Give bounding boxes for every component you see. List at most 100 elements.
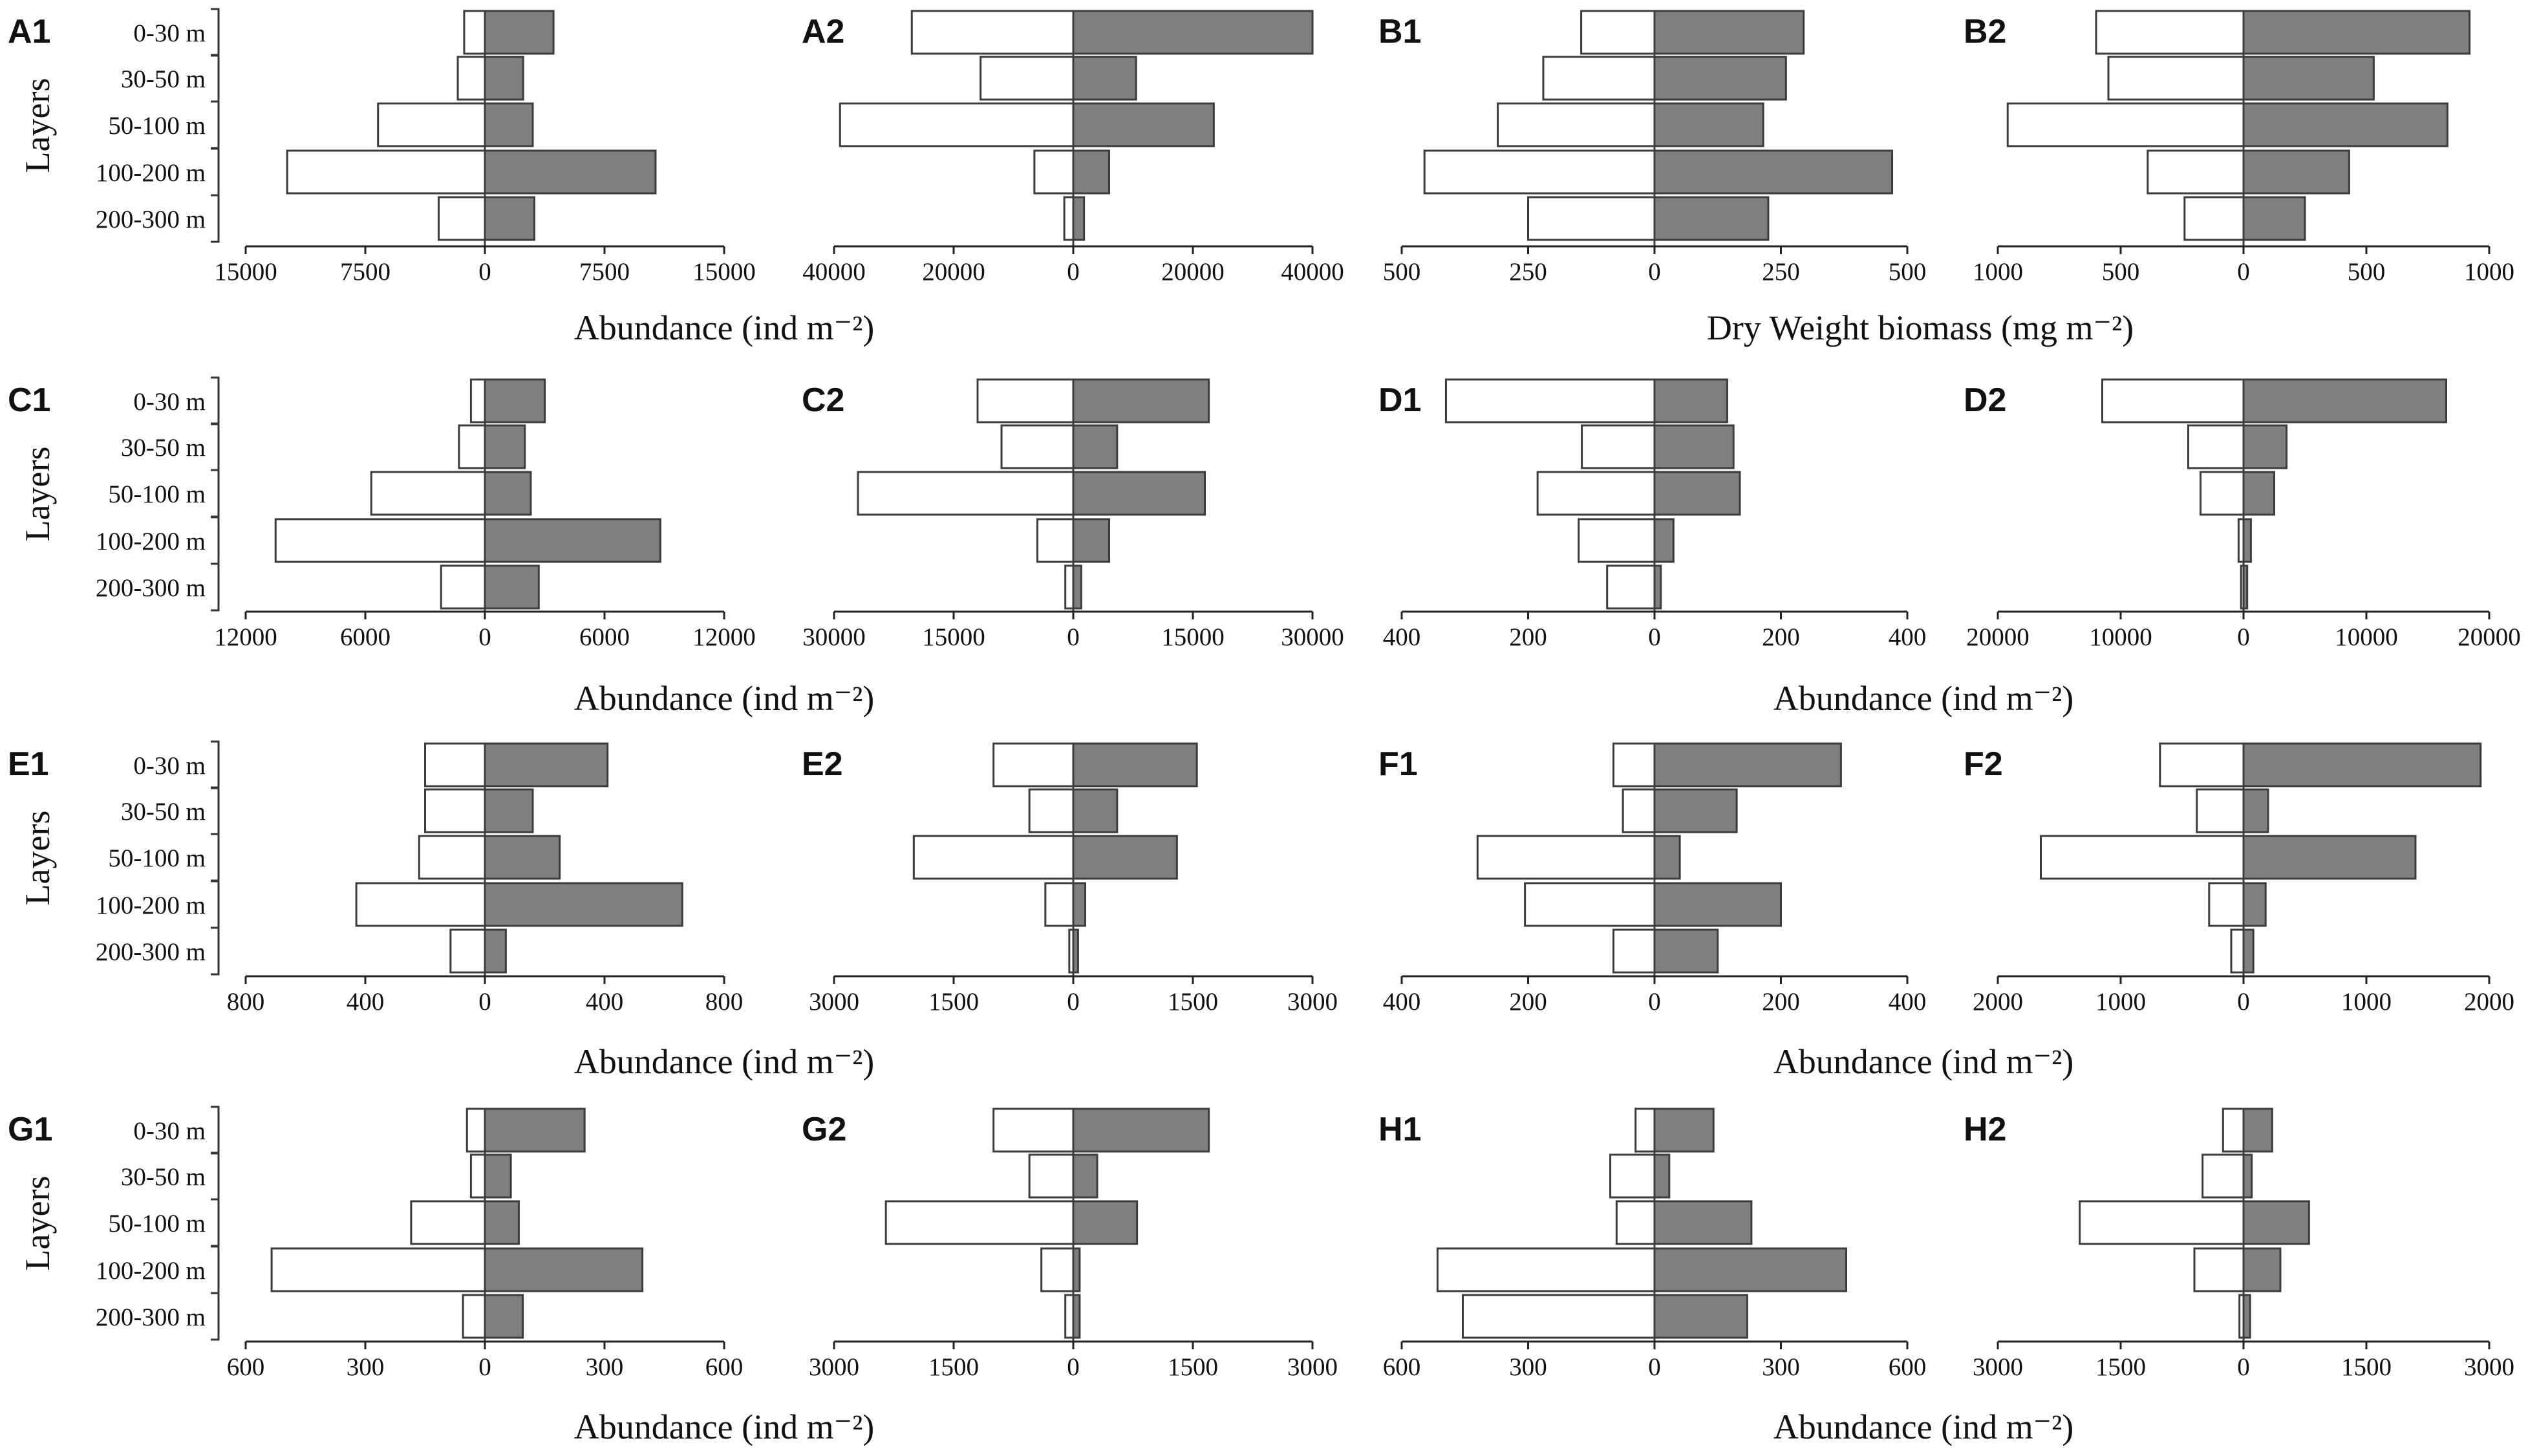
tick-label-g2-4: 1500: [1168, 1353, 1218, 1381]
bar-filled-c1-3: [484, 471, 532, 516]
tick-label-d2-5: 20000: [2458, 623, 2521, 651]
bar-filled-d1-2: [1653, 424, 1735, 469]
bar-open-c2-5: [1064, 564, 1075, 610]
bar-open-g2-4: [1040, 1247, 1075, 1292]
tick-label-f2-4: 1000: [2341, 988, 2392, 1016]
bar-open-g1-5: [462, 1294, 486, 1339]
tick-label-g1-1: 600: [227, 1353, 265, 1381]
bar-open-f1-3: [1476, 835, 1656, 880]
layer-label-3-1: 0-30 m: [133, 752, 206, 780]
tick-label-e1-5: 800: [705, 988, 744, 1016]
bar-filled-g2-2: [1072, 1153, 1098, 1199]
bar-filled-b2-3: [2242, 102, 2448, 147]
bar-filled-f1-1: [1653, 742, 1842, 787]
panel-label-h2: H2: [1964, 1111, 2006, 1148]
bar-filled-g2-1: [1072, 1108, 1210, 1153]
tick-label-g2-1: 3000: [809, 1353, 859, 1381]
layer-bracket-1-5: [211, 194, 220, 243]
bar-filled-h2-1: [2242, 1108, 2273, 1153]
tick-label-c2-1: 30000: [802, 623, 866, 651]
panel-label-e1: E1: [8, 745, 49, 783]
layer-label-1-1: 0-30 m: [133, 19, 206, 47]
panel-label-d1: D1: [1378, 381, 1421, 419]
layer-label-2-5: 200-300 m: [96, 574, 206, 602]
bar-filled-h2-3: [2242, 1200, 2310, 1245]
tick-label-h1-5: 600: [1889, 1353, 1927, 1381]
panel-label-a2: A2: [802, 13, 844, 50]
bar-open-b1-3: [1497, 102, 1656, 147]
bar-filled-c2-2: [1072, 424, 1119, 469]
x-axis-title-row1-right: Dry Weight biomass (mg m⁻²): [1707, 308, 2134, 347]
x-axis-title-row4-left: Abundance (ind m⁻²): [574, 1408, 875, 1446]
tick-label-b1-4: 250: [1762, 258, 1800, 286]
bar-open-e2-1: [992, 742, 1075, 787]
layer-bracket-4-1: [211, 1106, 220, 1155]
x-axis-title-row1-left: Abundance (ind m⁻²): [574, 308, 875, 347]
bar-filled-b1-1: [1653, 10, 1805, 55]
tick-label-d1-3: 0: [1648, 623, 1661, 651]
bar-open-h1-2: [1609, 1153, 1656, 1199]
tick-label-b1-3: 0: [1648, 258, 1661, 286]
bar-filled-e2-3: [1072, 835, 1178, 880]
bar-open-h2-2: [2201, 1153, 2245, 1199]
bar-filled-f1-4: [1653, 882, 1782, 927]
tick-label-d1-1: 400: [1383, 623, 1421, 651]
bar-filled-a1-2: [484, 56, 524, 101]
bar-open-c1-2: [458, 424, 486, 469]
bar-open-e1-5: [449, 928, 486, 974]
bar-filled-e2-1: [1072, 742, 1198, 787]
tick-label-c1-5: 12000: [692, 623, 756, 651]
bar-open-d1-5: [1606, 564, 1656, 610]
bar-open-b2-3: [2006, 102, 2245, 147]
layer-bracket-3-4: [211, 880, 220, 929]
bar-open-f2-5: [2230, 928, 2245, 974]
bar-open-e1-2: [424, 788, 486, 833]
bar-open-a2-5: [1063, 196, 1075, 241]
layer-bracket-3-3: [211, 833, 220, 882]
bar-open-b2-4: [2147, 149, 2245, 195]
layer-bracket-4-2: [211, 1151, 220, 1201]
bar-open-c2-2: [1000, 424, 1075, 469]
layer-bracket-2-5: [211, 562, 220, 612]
layer-bracket-4-5: [211, 1292, 220, 1341]
bar-filled-g1-5: [484, 1294, 524, 1339]
layer-label-3-3: 50-100 m: [108, 844, 206, 872]
bar-filled-f2-4: [2242, 882, 2267, 927]
tick-label-h1-4: 300: [1762, 1353, 1800, 1381]
bar-open-a1-1: [463, 10, 486, 55]
layer-bracket-3-5: [211, 926, 220, 976]
bar-filled-a1-1: [484, 10, 555, 55]
bar-open-b2-1: [2095, 10, 2245, 55]
layer-label-2-4: 100-200 m: [96, 528, 206, 555]
tick-label-f1-5: 400: [1889, 988, 1927, 1016]
bar-open-g2-3: [884, 1200, 1075, 1245]
bar-filled-b2-5: [2242, 196, 2306, 241]
bar-open-f2-1: [2159, 742, 2245, 787]
x-axis-title-row3-left: Abundance (ind m⁻²): [574, 1042, 875, 1081]
layer-bracket-3-1: [211, 740, 220, 789]
layer-label-4-4: 100-200 m: [96, 1257, 206, 1285]
tick-label-h1-2: 300: [1509, 1353, 1547, 1381]
bar-open-e1-3: [418, 835, 486, 880]
bar-open-g1-1: [466, 1108, 486, 1153]
tick-label-a2-1: 40000: [802, 258, 866, 286]
bar-open-g1-3: [410, 1200, 486, 1245]
panel-label-c2: C2: [802, 381, 844, 419]
layer-bracket-2-3: [211, 469, 220, 518]
layer-label-4-1: 0-30 m: [133, 1117, 206, 1145]
bar-open-b2-5: [2183, 196, 2245, 241]
bar-filled-e1-2: [484, 788, 534, 833]
bar-open-c2-3: [857, 471, 1075, 516]
bar-filled-a2-2: [1072, 56, 1137, 101]
tick-label-b2-4: 500: [2348, 258, 2386, 286]
layer-label-4-5: 200-300 m: [96, 1303, 206, 1331]
bar-filled-d1-1: [1653, 378, 1728, 423]
bar-filled-c1-5: [484, 564, 540, 610]
tick-label-h1-3: 0: [1648, 1353, 1661, 1381]
tick-label-h2-2: 1500: [2095, 1353, 2146, 1381]
bar-open-a1-3: [377, 102, 486, 147]
tick-label-g2-3: 0: [1067, 1353, 1080, 1381]
tick-label-a1-5: 15000: [692, 258, 756, 286]
bar-open-g2-1: [992, 1108, 1075, 1153]
panel-label-f1: F1: [1378, 745, 1418, 783]
